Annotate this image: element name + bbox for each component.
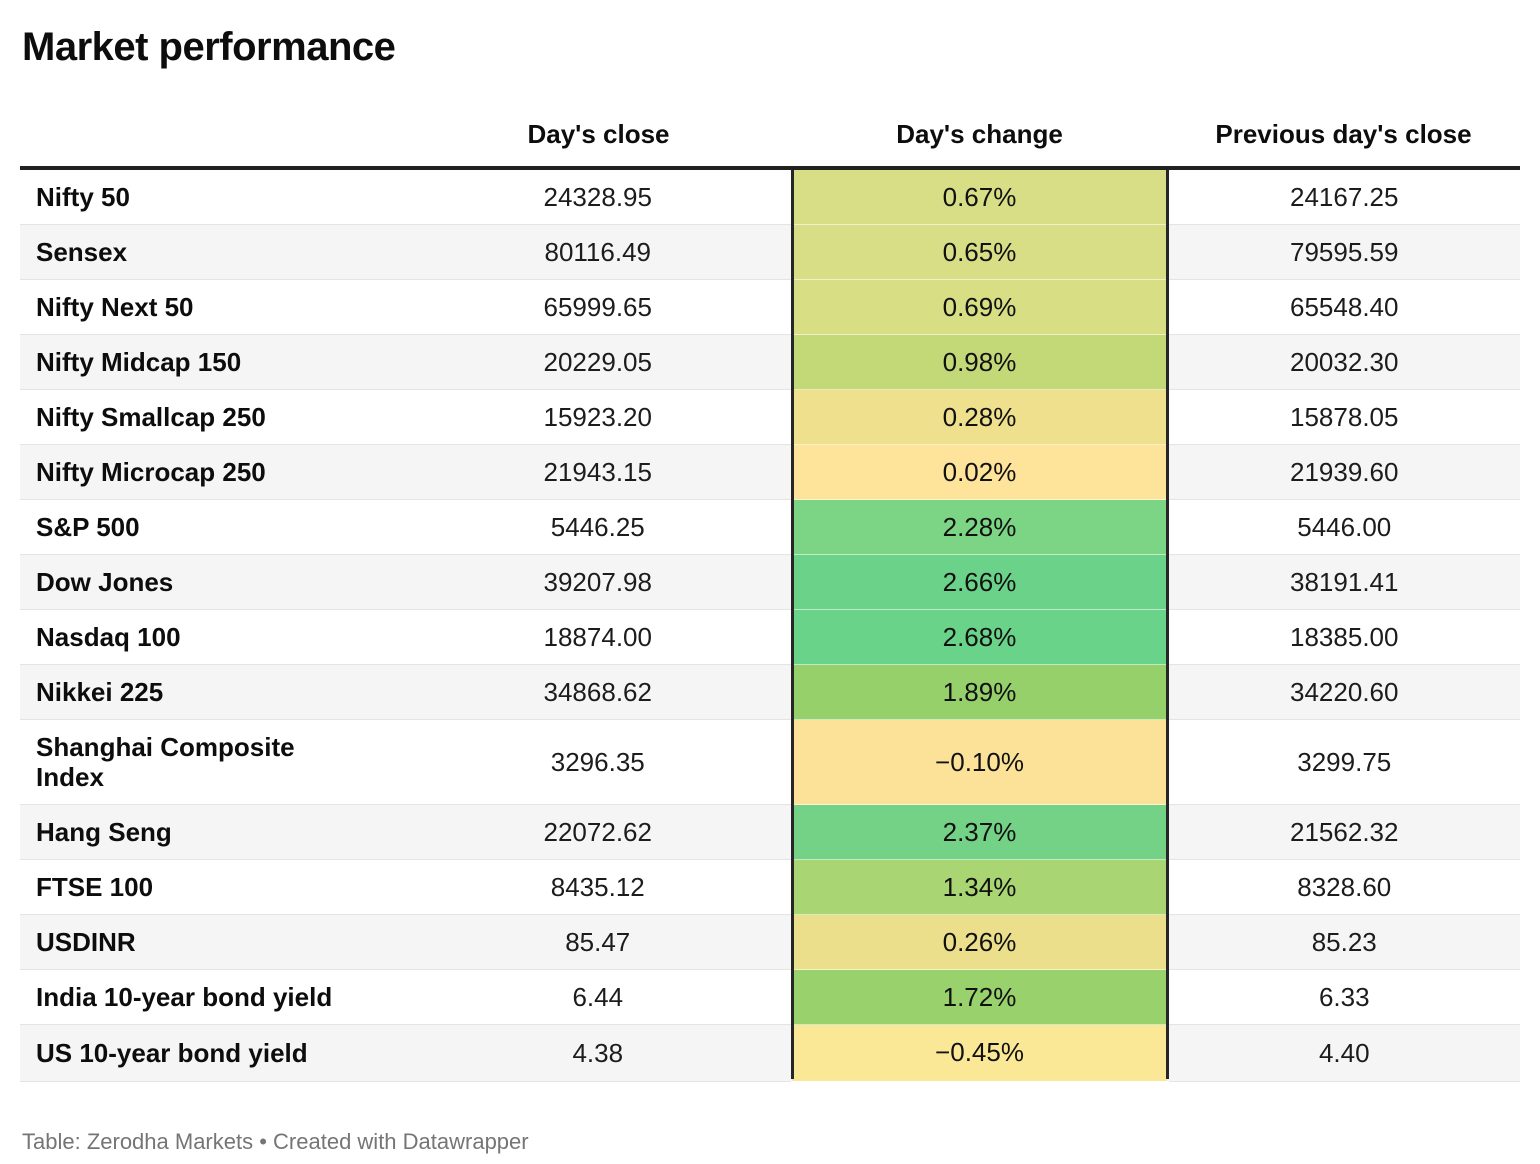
row-label: India 10-year bond yield: [20, 969, 405, 1025]
days-close-cell: 21943.15: [405, 444, 792, 500]
header-previous-days-close: Previous day's close: [1167, 77, 1520, 170]
header-days-close: Day's close: [405, 77, 792, 170]
row-label: Sensex: [20, 224, 405, 280]
table-row: FTSE 100 8435.12 1.34% 8328.60: [20, 859, 1520, 915]
days-change-cell: −0.45%: [790, 1024, 1169, 1081]
days-close-cell: 85.47: [405, 914, 792, 970]
table-row: USDINR 85.47 0.26% 85.23: [20, 914, 1520, 970]
row-label: Nifty Midcap 150: [20, 334, 405, 390]
days-close-cell: 5446.25: [405, 499, 792, 555]
row-label: Dow Jones: [20, 554, 405, 610]
days-change-cell: 2.68%: [790, 609, 1169, 665]
days-change-cell: −0.10%: [790, 719, 1169, 805]
table-row: Nifty 50 24328.95 0.67% 24167.25: [20, 168, 1520, 225]
days-change-cell: 0.65%: [790, 224, 1169, 280]
days-close-cell: 15923.20: [405, 389, 792, 445]
row-label: Nifty Microcap 250: [20, 444, 405, 500]
prev-close-cell: 85.23: [1167, 914, 1520, 970]
row-label: FTSE 100: [20, 859, 405, 915]
days-close-cell: 20229.05: [405, 334, 792, 390]
prev-close-cell: 6.33: [1167, 969, 1520, 1025]
days-close-cell: 22072.62: [405, 804, 792, 860]
table-row: Sensex 80116.49 0.65% 79595.59: [20, 224, 1520, 280]
market-performance-table: Day's close Day's change Previous day's …: [20, 77, 1520, 1083]
days-change-cell: 0.98%: [790, 334, 1169, 390]
row-label: Hang Seng: [20, 804, 405, 860]
table-row: Nifty Midcap 150 20229.05 0.98% 20032.30: [20, 334, 1520, 390]
footer-attribution: Table: Zerodha Markets • Created with Da…: [22, 1129, 529, 1154]
prev-close-cell: 8328.60: [1167, 859, 1520, 915]
row-label: Nifty Smallcap 250: [20, 389, 405, 445]
prev-close-cell: 4.40: [1167, 1024, 1520, 1082]
page-title: Market performance: [22, 25, 396, 69]
table-row: Nasdaq 100 18874.00 2.68% 18385.00: [20, 609, 1520, 665]
days-change-cell: 0.69%: [790, 279, 1169, 335]
days-close-cell: 8435.12: [405, 859, 792, 915]
header-days-change: Day's change: [792, 77, 1167, 170]
prev-close-cell: 5446.00: [1167, 499, 1520, 555]
prev-close-cell: 15878.05: [1167, 389, 1520, 445]
days-change-cell: 0.67%: [790, 168, 1169, 225]
days-change-cell: 2.37%: [790, 804, 1169, 860]
table-row: India 10-year bond yield 6.44 1.72% 6.33: [20, 969, 1520, 1025]
days-change-cell: 1.89%: [790, 664, 1169, 720]
prev-close-cell: 21939.60: [1167, 444, 1520, 500]
table-row: S&P 500 5446.25 2.28% 5446.00: [20, 499, 1520, 555]
row-label: Nasdaq 100: [20, 609, 405, 665]
days-change-cell: 0.26%: [790, 914, 1169, 970]
prev-close-cell: 18385.00: [1167, 609, 1520, 665]
days-close-cell: 24328.95: [405, 168, 792, 225]
header-row: Day's close Day's change Previous day's …: [20, 77, 1520, 170]
header-empty: [20, 77, 405, 170]
days-close-cell: 6.44: [405, 969, 792, 1025]
row-label: Shanghai Composite Index: [20, 719, 405, 805]
prev-close-cell: 38191.41: [1167, 554, 1520, 610]
days-change-cell: 2.28%: [790, 499, 1169, 555]
table-row: Nifty Smallcap 250 15923.20 0.28% 15878.05: [20, 389, 1520, 445]
days-close-cell: 39207.98: [405, 554, 792, 610]
days-close-cell: 65999.65: [405, 279, 792, 335]
table-row: Dow Jones 39207.98 2.66% 38191.41: [20, 554, 1520, 610]
days-close-cell: 18874.00: [405, 609, 792, 665]
row-label: S&P 500: [20, 499, 405, 555]
row-label: Nifty 50: [20, 168, 405, 225]
row-label: Nifty Next 50: [20, 279, 405, 335]
table-row: Hang Seng 22072.62 2.37% 21562.32: [20, 804, 1520, 860]
prev-close-cell: 79595.59: [1167, 224, 1520, 280]
table-row: Nikkei 225 34868.62 1.89% 34220.60: [20, 664, 1520, 720]
days-close-cell: 80116.49: [405, 224, 792, 280]
prev-close-cell: 34220.60: [1167, 664, 1520, 720]
prev-close-cell: 3299.75: [1167, 719, 1520, 805]
table-row: US 10-year bond yield 4.38 −0.45% 4.40: [20, 1024, 1520, 1082]
days-change-cell: 2.66%: [790, 554, 1169, 610]
table-row: Nifty Microcap 250 21943.15 0.02% 21939.60: [20, 444, 1520, 500]
days-close-cell: 34868.62: [405, 664, 792, 720]
table-footer: Table: Zerodha Markets • Created with Da…: [22, 1129, 1520, 1155]
prev-close-cell: 65548.40: [1167, 279, 1520, 335]
table-row: Nifty Next 50 65999.65 0.69% 65548.40: [20, 279, 1520, 335]
days-change-cell: 0.02%: [790, 444, 1169, 500]
table-row: Shanghai Composite Index 3296.35 −0.10% 329…: [20, 719, 1520, 805]
days-close-cell: 3296.35: [405, 719, 792, 805]
row-label: US 10-year bond yield: [20, 1024, 405, 1082]
days-change-cell: 0.28%: [790, 389, 1169, 445]
days-change-cell: 1.72%: [790, 969, 1169, 1025]
days-change-cell: 1.34%: [790, 859, 1169, 915]
row-label: Nikkei 225: [20, 664, 405, 720]
row-label: USDINR: [20, 914, 405, 970]
prev-close-cell: 20032.30: [1167, 334, 1520, 390]
prev-close-cell: 21562.32: [1167, 804, 1520, 860]
days-close-cell: 4.38: [405, 1024, 792, 1082]
prev-close-cell: 24167.25: [1167, 168, 1520, 225]
